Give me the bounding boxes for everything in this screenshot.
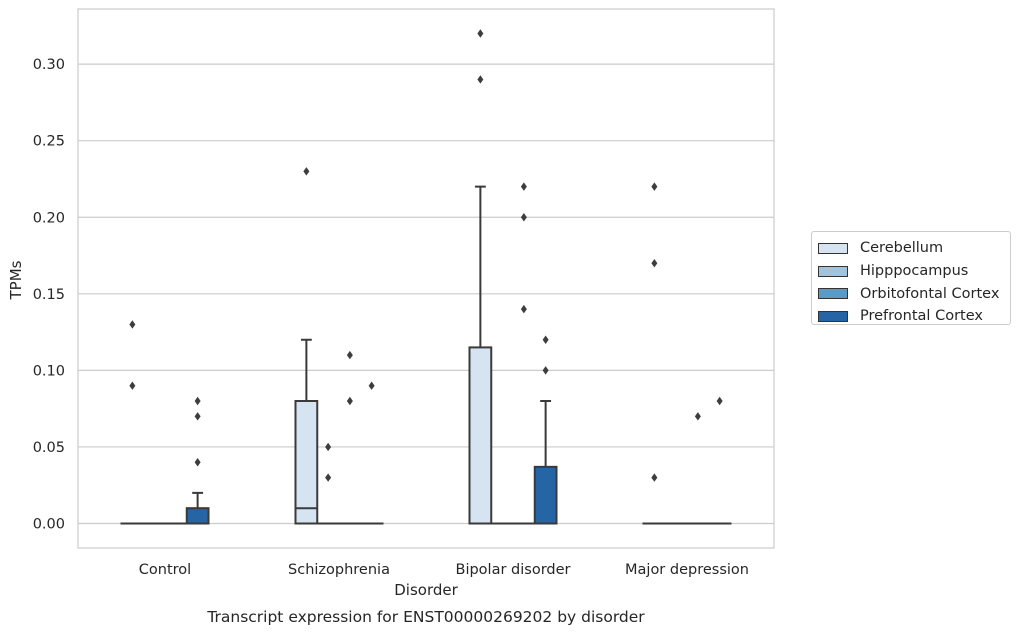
outlier-point bbox=[694, 412, 701, 421]
y-tick-label: 0.05 bbox=[33, 440, 65, 456]
legend-label: Hipppocampus bbox=[860, 263, 969, 280]
outlier-point bbox=[520, 182, 527, 191]
legend-item: Prefrontal Cortex bbox=[818, 305, 1010, 328]
outlier-point bbox=[651, 258, 658, 268]
boxes bbox=[120, 185, 732, 525]
gridlines bbox=[78, 63, 774, 525]
y-axis-label: TPMs bbox=[7, 260, 25, 300]
box bbox=[468, 346, 493, 525]
legend-swatch bbox=[818, 242, 848, 254]
x-tick-label: Bipolar disorder bbox=[456, 562, 571, 578]
outlier-point bbox=[325, 473, 332, 482]
x-tick-label: Major depression bbox=[625, 562, 749, 578]
y-tick-label: 0.20 bbox=[33, 210, 65, 226]
x-tick-labels: Control Schizophrenia Bipolar disorder Majo… bbox=[139, 562, 749, 578]
y-tick-label: 0.15 bbox=[33, 287, 65, 303]
y-tick-label: 0.10 bbox=[33, 363, 65, 379]
box bbox=[185, 507, 210, 525]
outlier-point bbox=[346, 396, 353, 406]
outlier-point bbox=[520, 213, 527, 222]
outlier-point bbox=[651, 473, 658, 482]
legend: Cerebellum Hipppocampus Orbitofontal Corte… bbox=[811, 231, 1011, 325]
outlier-point bbox=[303, 167, 310, 176]
outlier-point bbox=[542, 366, 549, 375]
legend-item: Orbitofontal Cortex bbox=[818, 282, 1010, 305]
legend-swatch bbox=[818, 265, 848, 277]
outlier-point bbox=[520, 304, 527, 314]
box-prefrontal-cortex bbox=[185, 491, 210, 525]
outlier-point bbox=[194, 396, 201, 406]
outlier-point bbox=[477, 75, 484, 84]
outlier-point bbox=[477, 29, 484, 38]
box-cerebellum bbox=[294, 338, 319, 525]
legend-item: Hipppocampus bbox=[818, 260, 1010, 283]
y-tick-label: 0.30 bbox=[33, 57, 65, 73]
x-tick-label: Control bbox=[139, 562, 191, 578]
outlier-point bbox=[346, 350, 353, 360]
legend-label: Cerebellum bbox=[860, 240, 944, 257]
outlier-point bbox=[129, 381, 136, 390]
legend-swatch bbox=[818, 288, 848, 300]
outlier-point bbox=[325, 442, 332, 452]
chart-caption: Transcript expression for ENST0000026920… bbox=[206, 608, 645, 626]
legend-swatch bbox=[818, 310, 848, 322]
y-tick-label: 0.00 bbox=[33, 517, 65, 533]
x-tick-label: Schizophrenia bbox=[288, 562, 390, 578]
legend-label: Prefrontal Cortex bbox=[860, 308, 983, 325]
legend-label: Orbitofontal Cortex bbox=[860, 285, 1000, 302]
y-tick-labels: 0.00 0.05 0.10 0.15 0.20 0.25 0.30 bbox=[33, 57, 65, 532]
x-axis-label: Disorder bbox=[394, 581, 458, 599]
outlier-point bbox=[368, 381, 375, 390]
outlier-point bbox=[194, 412, 201, 421]
outlier-point bbox=[129, 320, 136, 329]
plot-frame bbox=[77, 8, 775, 549]
outlier-point bbox=[716, 396, 723, 406]
legend-item: Cerebellum bbox=[818, 237, 1010, 260]
box bbox=[294, 400, 319, 525]
outlier-point bbox=[194, 458, 201, 467]
outlier-point bbox=[542, 335, 549, 344]
outliers bbox=[129, 29, 723, 482]
outlier-point bbox=[651, 182, 658, 191]
box-cerebellum bbox=[468, 185, 493, 525]
y-tick-label: 0.25 bbox=[33, 134, 65, 150]
box-prefrontal-cortex bbox=[533, 400, 558, 525]
box bbox=[533, 465, 558, 525]
